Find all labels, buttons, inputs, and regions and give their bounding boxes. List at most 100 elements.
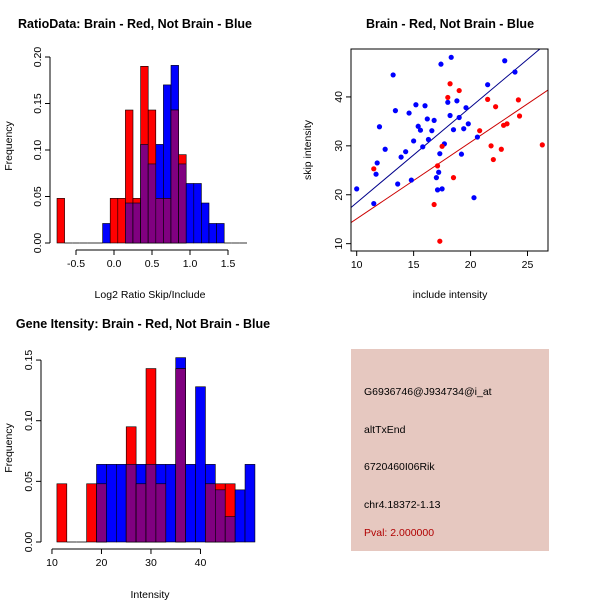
bar-overlap xyxy=(145,464,157,543)
point-not-brain xyxy=(373,171,379,177)
plot-frame xyxy=(350,48,549,252)
bar-overlap xyxy=(96,483,107,543)
x-axis-label: Intensity xyxy=(130,589,170,600)
point-not-brain xyxy=(429,128,435,134)
y-tick-label: 0.05 xyxy=(23,471,35,492)
point-not-brain xyxy=(471,195,477,201)
bar-overlap xyxy=(163,198,172,244)
probe-info-panel: G6936746@J934734@i_at altTxEnd 6720460I0… xyxy=(351,349,549,551)
chart-title: Gene Itensity: Brain - Red, Not Brain - … xyxy=(16,317,270,331)
point-not-brain xyxy=(413,102,419,108)
bar-overlap xyxy=(155,483,167,543)
point-not-brain xyxy=(502,58,508,64)
bar-not-brain xyxy=(244,464,256,543)
y-tick-label: 0.10 xyxy=(32,140,44,161)
point-not-brain xyxy=(512,69,518,75)
bar-overlap xyxy=(215,489,226,543)
x-tick-label: 10 xyxy=(351,259,363,271)
y-tick-label: 0.10 xyxy=(23,410,35,431)
bar-overlap xyxy=(178,163,187,244)
point-not-brain xyxy=(417,127,424,133)
x-axis-label: include intensity xyxy=(413,289,488,301)
bar-not-brain xyxy=(165,464,177,543)
point-brain xyxy=(450,175,457,181)
point-brain xyxy=(371,166,377,172)
bar-overlap xyxy=(125,464,137,543)
point-not-brain xyxy=(424,116,430,122)
bar-not-brain xyxy=(195,386,206,543)
bar-brain xyxy=(56,483,68,543)
point-brain xyxy=(477,128,483,134)
point-not-brain xyxy=(438,61,444,67)
point-not-brain xyxy=(354,186,360,192)
bar-not-brain xyxy=(201,202,210,244)
bar-overlap xyxy=(175,368,186,543)
probe-id: G6936746@J934734@i_at xyxy=(364,386,492,398)
point-not-brain xyxy=(485,82,491,88)
point-not-brain xyxy=(450,127,457,133)
bar-overlap xyxy=(135,483,147,543)
point-not-brain xyxy=(456,114,462,121)
y-tick-label: 0.15 xyxy=(23,350,35,371)
x-tick-label: 10 xyxy=(46,557,58,569)
point-not-brain xyxy=(415,123,421,129)
p-value: Pval: 2.000000 xyxy=(364,527,435,539)
x-axis-label: Log2 Ratio Skip/Include xyxy=(95,289,206,301)
point-brain xyxy=(456,87,462,94)
point-not-brain xyxy=(474,134,480,140)
point-not-brain xyxy=(434,187,441,193)
bar-not-brain xyxy=(102,223,111,244)
point-not-brain xyxy=(390,72,396,78)
point-brain xyxy=(447,81,453,87)
point-not-brain xyxy=(422,103,428,109)
point-not-brain xyxy=(437,151,443,157)
bar-brain xyxy=(117,198,126,244)
point-not-brain xyxy=(445,99,451,105)
bar-overlap xyxy=(155,198,164,244)
y-tick-label: 20 xyxy=(333,189,345,201)
point-brain xyxy=(431,201,437,208)
bar-not-brain xyxy=(106,464,117,543)
bar-not-brain xyxy=(185,183,195,244)
x-tick-label: 25 xyxy=(522,259,534,271)
ratio-histogram-panel: RatioData: Brain - Red, Not Brain - Blue… xyxy=(3,17,252,301)
y-tick-label: 30 xyxy=(333,140,345,152)
x-tick-label: 1.5 xyxy=(221,258,236,270)
point-brain xyxy=(490,156,496,163)
point-brain xyxy=(434,163,441,169)
x-tick-label: 0.5 xyxy=(145,258,160,270)
point-brain xyxy=(488,143,494,149)
bar-overlap xyxy=(147,163,157,244)
bar-overlap xyxy=(140,144,149,244)
point-not-brain xyxy=(461,126,467,132)
point-not-brain xyxy=(403,149,409,155)
gene-intensity-histogram-panel: Gene Itensity: Brain - Red, Not Brain - … xyxy=(3,317,270,600)
point-not-brain xyxy=(408,177,414,183)
x-tick-label: -0.5 xyxy=(67,258,85,270)
chart-title: Brain - Red, Not Brain - Blue xyxy=(366,17,534,31)
bar-not-brain xyxy=(185,464,196,543)
point-brain xyxy=(437,238,443,244)
point-not-brain xyxy=(425,136,432,143)
point-not-brain xyxy=(371,200,377,207)
genomic-location: chr4.18372-1.13 xyxy=(364,499,441,511)
bar-overlap xyxy=(132,202,141,244)
point-brain xyxy=(515,97,521,103)
y-tick-label: 0.20 xyxy=(32,47,44,68)
event-type: altTxEnd xyxy=(364,424,406,436)
x-tick-label: 40 xyxy=(195,557,207,569)
point-not-brain xyxy=(448,54,454,60)
y-tick-label: 0.00 xyxy=(32,233,44,254)
x-tick-label: 1.0 xyxy=(183,258,198,270)
point-not-brain xyxy=(392,108,399,114)
point-not-brain xyxy=(420,144,426,150)
bar-overlap xyxy=(170,109,179,244)
bar-brain xyxy=(109,198,119,244)
point-brain xyxy=(504,121,510,127)
point-not-brain xyxy=(406,110,412,116)
y-tick-label: 10 xyxy=(333,238,345,250)
point-not-brain xyxy=(458,151,465,157)
regression-line xyxy=(351,89,548,224)
bar-overlap xyxy=(125,202,134,244)
